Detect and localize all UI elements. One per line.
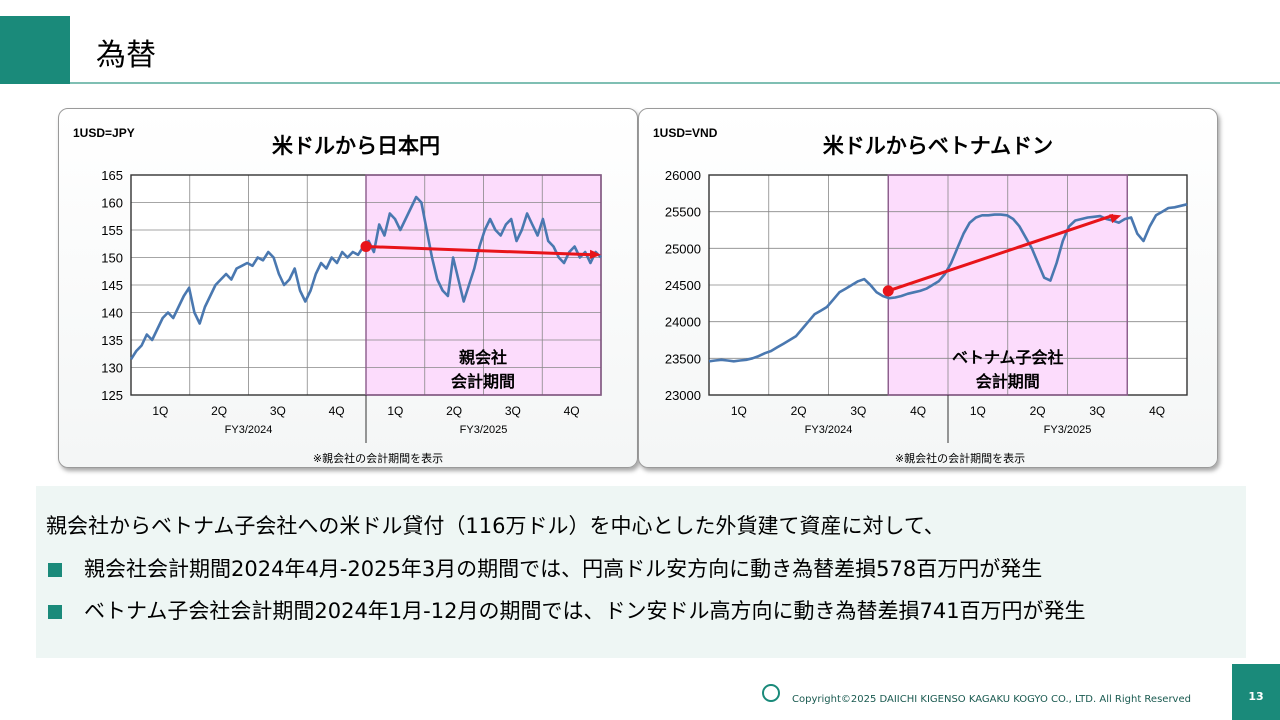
intro-text: 親会社からベトナム子会社への米ドル貸付（116万ドル）を中心とした外貨建て資産に…: [46, 514, 945, 538]
shaded-border: [887, 174, 1128, 396]
page-number: 13: [1248, 690, 1264, 703]
arrow-start-dot: [882, 285, 894, 297]
vnd-chart: 23000 23500 24000 24500 25000 25500 26000 1Q 2Q 3…: [653, 126, 1188, 465]
y-tick-label: 130: [101, 361, 123, 376]
copyright-text: Copyright©2025 DAIICHI KIGENSO KAGAKU KO…: [792, 694, 1191, 705]
y-tick-label: 23000: [665, 388, 701, 403]
chart-note: ※親会社の会計期間を表示: [313, 451, 443, 465]
arrow-head: [1109, 214, 1122, 224]
page-number-box: [1232, 664, 1280, 720]
y-tick-label: 24000: [665, 315, 701, 330]
chart-title: 米ドルから日本円: [272, 134, 440, 158]
x-tick-label: 3Q: [270, 404, 286, 418]
bullet-square-icon: [48, 605, 62, 619]
trend-arrow: [887, 213, 1114, 293]
x-tick-label: 2Q: [211, 404, 227, 418]
y-tick-label: 23500: [665, 351, 701, 366]
fiscal-year-label: FY3/2024: [225, 424, 273, 436]
arrow-head: [589, 249, 601, 260]
x-tick-label: 4Q: [1149, 404, 1165, 418]
y-tick-label: 25500: [665, 205, 701, 220]
shaded-border: [365, 174, 602, 396]
x-tick-label: 4Q: [329, 404, 345, 418]
y-tick-label: 145: [101, 278, 123, 293]
chart-note: ※親会社の会計期間を表示: [895, 451, 1025, 465]
jpy-chart-panel: 125 130 135 140 145 150 155 160 165 1Q 2Q 3Q 4Q 1Q 2Q 3…: [58, 108, 638, 468]
y-tick-label: 135: [101, 333, 123, 348]
arrow-start-dot: [360, 241, 372, 252]
vnd-chart-panel: 23000 23500 24000 24500 25000 25500 26000 1Q 2Q 3…: [638, 108, 1218, 468]
y-tick-label: 150: [101, 251, 123, 266]
explanation-box: 親会社からベトナム子会社への米ドル貸付（116万ドル）を中心とした外貨建て資産に…: [36, 486, 1246, 658]
y-tick-label: 24500: [665, 278, 701, 293]
x-tick-label: 2Q: [446, 404, 462, 418]
x-tick-label: 2Q: [791, 404, 807, 418]
unit-label: 1USD=VND: [653, 126, 718, 140]
x-tick-label: 3Q: [850, 404, 866, 418]
shaded-period-label: 親会社: [459, 348, 507, 367]
chart-title: 米ドルからベトナムドン: [823, 134, 1053, 158]
fiscal-year-label: FY3/2025: [1044, 424, 1092, 436]
bullet-square-icon: [48, 563, 62, 577]
shaded-period-label: 会計期間: [976, 372, 1040, 391]
title-underline: [70, 82, 1280, 84]
x-tick-label: 1Q: [387, 404, 403, 418]
x-tick-label: 1Q: [731, 404, 747, 418]
shaded-period-label: 会計期間: [451, 372, 515, 391]
trend-arrow: [365, 245, 594, 257]
page-title: 為替: [96, 38, 156, 73]
y-tick-label: 125: [101, 388, 123, 403]
x-tick-label: 4Q: [564, 404, 580, 418]
x-tick-label: 4Q: [910, 404, 926, 418]
jpy-chart: 125 130 135 140 145 150 155 160 165 1Q 2Q 3Q 4Q 1Q 2Q 3…: [73, 126, 602, 465]
series-line: [708, 203, 1188, 363]
y-tick-label: 26000: [665, 168, 701, 183]
unit-label: 1USD=JPY: [73, 126, 135, 140]
y-tick-label: 155: [101, 223, 123, 238]
fiscal-year-label: FY3/2025: [460, 424, 508, 436]
shaded-period-label: ベトナム子会社: [952, 348, 1064, 367]
x-tick-label: 2Q: [1030, 404, 1046, 418]
company-logo-icon: [762, 684, 780, 702]
title-accent-block: [0, 16, 70, 84]
y-tick-label: 25000: [665, 241, 701, 256]
y-tick-label: 165: [101, 168, 123, 183]
x-tick-label: 3Q: [505, 404, 521, 418]
bullet-text-2: ベトナム子会社会計期間2024年1月-12月の期間では、ドン安ドル高方向に動き為…: [84, 599, 1086, 623]
fiscal-year-label: FY3/2024: [805, 424, 853, 436]
y-tick-label: 140: [101, 306, 123, 321]
bullet-text-1: 親会社会計期間2024年4月-2025年3月の期間では、円高ドル安方向に動き為替…: [84, 557, 1043, 581]
x-tick-label: 1Q: [152, 404, 168, 418]
x-tick-label: 1Q: [970, 404, 986, 418]
y-tick-label: 160: [101, 196, 123, 211]
x-tick-label: 3Q: [1089, 404, 1105, 418]
